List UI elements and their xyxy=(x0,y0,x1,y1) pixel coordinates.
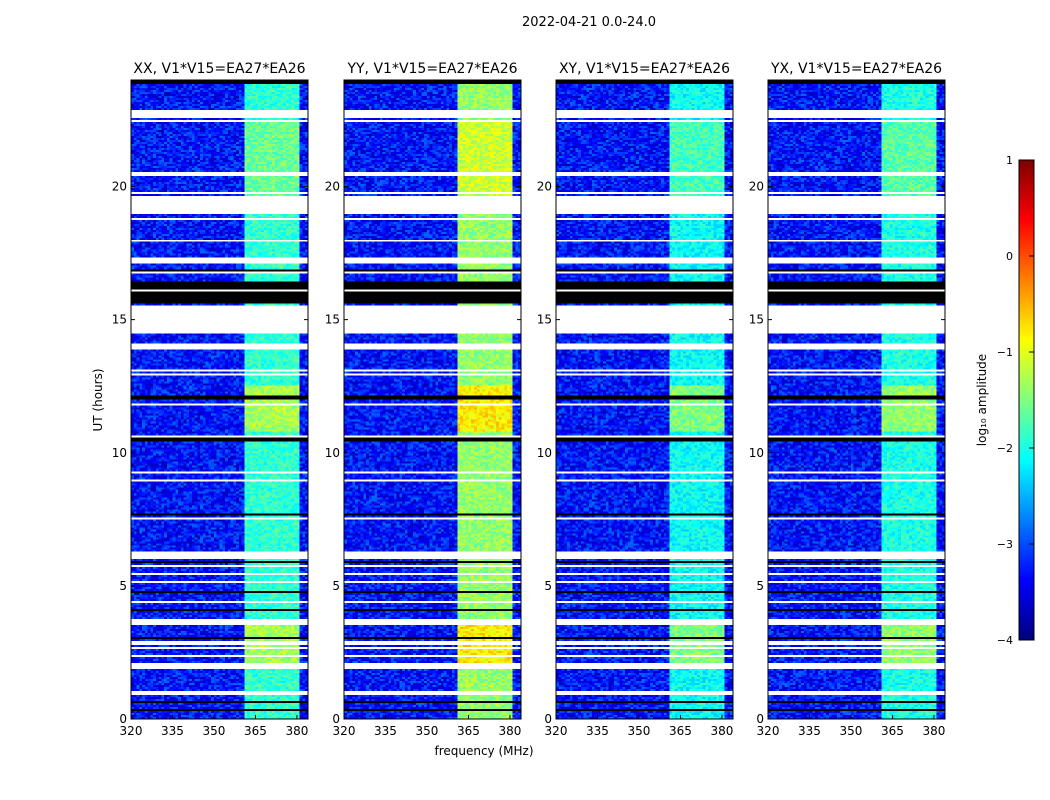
panel-title: XY, V1*V15=EA27*EA26 xyxy=(559,61,730,77)
y-tick-label: 15 xyxy=(537,313,552,327)
y-tick-label: 0 xyxy=(756,712,764,726)
y-tick-label: 10 xyxy=(325,446,340,460)
y-tick-label: 10 xyxy=(537,446,552,460)
heatmap-2 xyxy=(556,80,733,719)
heatmap-1 xyxy=(344,80,521,719)
panel-frame xyxy=(130,79,309,720)
x-tick-label: 350 xyxy=(416,724,439,738)
y-axis-label: UT (hours) xyxy=(91,368,105,431)
y-tick-label: 20 xyxy=(537,180,552,194)
panel-frame xyxy=(767,79,946,720)
x-tick-label: 350 xyxy=(628,724,651,738)
y-tick-label: 15 xyxy=(112,313,127,327)
y-tick-label: 0 xyxy=(544,712,552,726)
colorbar-label: log₁₀ amplitude xyxy=(975,354,989,446)
x-tick-label: 335 xyxy=(161,724,184,738)
panel-title: YX, V1*V15=EA27*EA26 xyxy=(770,61,942,77)
colorbar-tick-label: −2 xyxy=(997,442,1013,455)
panel-title: XX, V1*V15=EA27*EA26 xyxy=(133,61,305,77)
x-tick-label: 365 xyxy=(244,724,267,738)
colorbar-tick-label: −3 xyxy=(997,538,1013,551)
panel-3: YX, V1*V15=EA27*EA26 320 335 350 365 380 0 5 10 1… xyxy=(749,61,946,738)
heatmap-3 xyxy=(768,80,945,719)
x-tick-label: 335 xyxy=(798,724,821,738)
figure-title: 2022-04-21 0.0-24.0 xyxy=(522,15,656,30)
x-tick-label: 320 xyxy=(333,724,356,738)
y-tick-label: 20 xyxy=(325,180,340,194)
panel-1: YY, V1*V15=EA27*EA26 320 335 350 365 380 0 5 10 1… xyxy=(325,61,522,738)
y-tick-label: 10 xyxy=(112,446,127,460)
y-tick-label: 5 xyxy=(119,579,127,593)
y-tick-label: 0 xyxy=(119,712,127,726)
y-tick-label: 5 xyxy=(544,579,552,593)
panel-frame xyxy=(555,79,734,720)
y-tick-label: 5 xyxy=(756,579,764,593)
colorbar-frame xyxy=(1018,159,1035,641)
x-tick-label: 365 xyxy=(881,724,904,738)
x-axis-label: frequency (MHz) xyxy=(434,744,533,758)
y-tick-label: 10 xyxy=(749,446,764,460)
y-tick-label: 15 xyxy=(325,313,340,327)
panel-2: XY, V1*V15=EA27*EA26 320 335 350 365 380 0 5 10 1… xyxy=(537,61,734,738)
colorbar xyxy=(1019,160,1034,640)
x-tick-label: 350 xyxy=(203,724,226,738)
colorbar-tick-label: −1 xyxy=(997,346,1013,359)
x-tick-label: 380 xyxy=(285,724,308,738)
heatmap-0 xyxy=(131,80,308,719)
x-tick-label: 380 xyxy=(922,724,945,738)
x-tick-label: 335 xyxy=(374,724,397,738)
colorbar-tick-label: 0 xyxy=(1006,250,1013,263)
y-tick-label: 20 xyxy=(749,180,764,194)
y-tick-label: 15 xyxy=(749,313,764,327)
panel-title: YY, V1*V15=EA27*EA26 xyxy=(346,61,517,77)
x-tick-label: 320 xyxy=(545,724,568,738)
y-tick-label: 5 xyxy=(332,579,340,593)
x-tick-label: 365 xyxy=(669,724,692,738)
x-tick-label: 320 xyxy=(120,724,143,738)
x-tick-label: 350 xyxy=(840,724,863,738)
colorbar-tick-label: 1 xyxy=(1006,154,1013,167)
x-tick-label: 335 xyxy=(586,724,609,738)
x-tick-label: 380 xyxy=(498,724,521,738)
panel-0: XX, V1*V15=EA27*EA26 320 335 350 365 380 0 5 10 1… xyxy=(112,61,309,738)
x-tick-label: 320 xyxy=(757,724,780,738)
y-tick-label: 0 xyxy=(332,712,340,726)
panel-frame xyxy=(343,79,522,720)
x-tick-label: 365 xyxy=(457,724,480,738)
colorbar-tick-label: −4 xyxy=(997,634,1013,647)
y-tick-label: 20 xyxy=(112,180,127,194)
x-tick-label: 380 xyxy=(710,724,733,738)
